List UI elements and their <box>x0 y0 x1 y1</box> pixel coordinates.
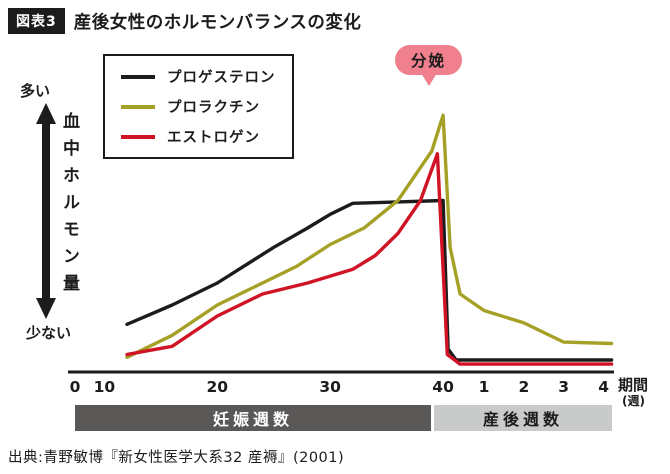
y-axis-high-label: 多い <box>20 82 51 100</box>
y-axis-title: 血中ホルモン量 <box>59 112 79 301</box>
prolactin-line-swatch-icon <box>121 104 155 109</box>
legend-label: プロゲステロン <box>167 70 276 86</box>
figure-title: 産後女性のホルモンバランスの変化 <box>73 12 362 33</box>
chart-legend: プロゲステロン プロラクチン エストロゲン <box>103 54 294 159</box>
legend-item-estrogen: エストロゲン <box>121 126 276 147</box>
y-axis-low-label: 少ない <box>26 324 72 342</box>
source-citation: 出典:青野敏博『新女性医学大系32 産褥』(2001) <box>8 450 345 466</box>
postpartum-weeks-bar: 産後週数 <box>434 405 612 431</box>
prolactin-line <box>125 113 614 359</box>
pregnancy-weeks-bar: 妊娠週数 <box>75 405 431 431</box>
progesterone-line-swatch-icon <box>121 74 155 79</box>
legend-label: プロラクチン <box>167 100 260 116</box>
estrogen-line-swatch-icon <box>121 134 155 139</box>
figure-tag: 図表3 <box>8 8 65 34</box>
delivery-badge-pointer-icon <box>421 73 437 86</box>
figure-header: 図表3 産後女性のホルモンバランスの変化 <box>8 8 361 34</box>
legend-item-progesterone: プロゲステロン <box>121 66 276 87</box>
x-axis-unit: (週) <box>622 394 645 408</box>
legend-item-prolactin: プロラクチン <box>121 96 276 117</box>
x-axis-title: 期間 <box>618 376 649 394</box>
legend-label: エストロゲン <box>167 130 260 146</box>
y-axis-double-arrow-icon <box>36 103 56 319</box>
series-lines <box>125 113 614 366</box>
delivery-badge: 分娩 <box>395 45 463 75</box>
estrogen-line <box>125 152 614 366</box>
